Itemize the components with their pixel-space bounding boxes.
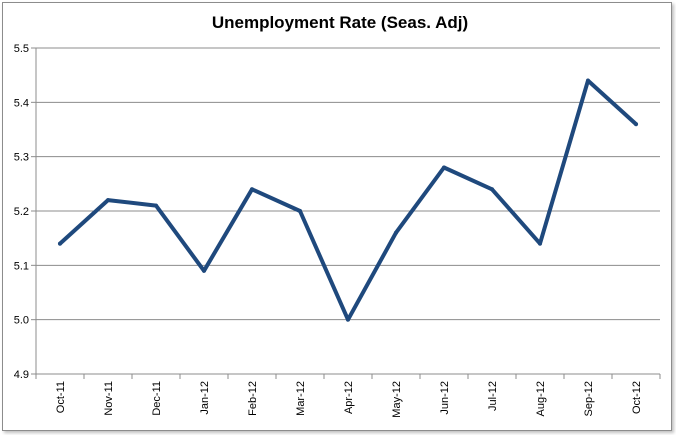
y-tick-label: 5.5 <box>14 43 29 55</box>
data-point <box>106 198 110 203</box>
x-tick-label: Jun-12 <box>439 381 451 415</box>
data-point <box>442 165 446 170</box>
data-point <box>202 268 206 273</box>
line-chart: Unemployment Rate (Seas. Adj) 4.9 5.0 5.1 5… <box>14 13 661 418</box>
chart-title: Unemployment Rate (Seas. Adj) <box>212 13 468 32</box>
y-tick-label: 5.2 <box>14 206 29 218</box>
x-tick-label: Oct-12 <box>631 381 643 414</box>
x-tick-label: Dec-11 <box>151 381 163 416</box>
x-tick-label: Feb-12 <box>247 381 259 416</box>
x-tick-label: Sep-12 <box>583 381 595 416</box>
x-tick-label: Nov-11 <box>103 381 115 416</box>
x-axis-tick-labels: Oct-11 Nov-11 Dec-11 Jan-12 Feb-12 Mar-12 Apr-… <box>55 381 643 418</box>
y-tick-label: 5.1 <box>14 260 29 272</box>
series-line <box>58 78 638 322</box>
y-tick-label: 5.4 <box>14 97 29 109</box>
series-layer <box>58 78 638 322</box>
data-point <box>154 203 158 208</box>
x-tick-label: Mar-12 <box>295 381 307 416</box>
chart-frame: Unemployment Rate (Seas. Adj) 4.9 5.0 5.1 5… <box>2 2 672 431</box>
x-tick-label: Aug-12 <box>535 381 547 416</box>
data-point <box>490 187 494 192</box>
y-axis-tick-labels: 4.9 5.0 5.1 5.2 5.3 5.4 5.5 <box>14 43 29 381</box>
data-point <box>634 122 638 127</box>
data-point <box>298 209 302 213</box>
data-point <box>538 241 542 246</box>
x-tick-label: Jul-12 <box>487 381 499 411</box>
x-tick-label: Jan-12 <box>199 381 211 415</box>
data-point <box>586 78 590 83</box>
gridlines <box>36 47 660 321</box>
y-tick-label: 4.9 <box>14 369 29 381</box>
y-tick-label: 5.3 <box>14 152 29 164</box>
axes <box>31 47 661 379</box>
data-point <box>394 230 398 235</box>
data-point <box>250 187 254 192</box>
data-point <box>58 241 62 246</box>
x-tick-label: Oct-11 <box>55 381 67 413</box>
x-tick-label: Apr-12 <box>343 381 355 414</box>
y-tick-label: 5.0 <box>14 315 29 327</box>
x-tick-label: May-12 <box>391 381 403 418</box>
data-point <box>346 317 350 322</box>
